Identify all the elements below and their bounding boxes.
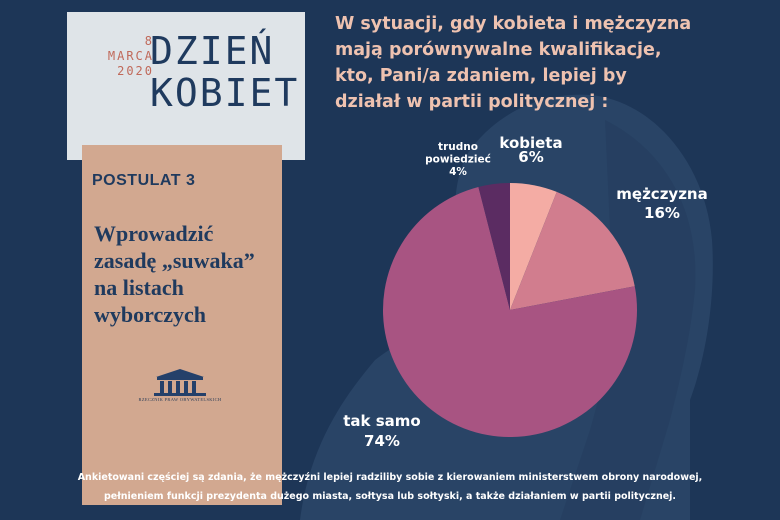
date-card: [67, 12, 305, 160]
footer-note: Ankietowani częściej są zdania, że mężcz…: [60, 468, 720, 506]
slice-label-0: kobieta 6%: [499, 134, 562, 166]
slice-value-2: 74%: [364, 432, 400, 450]
pie-slice-2: [383, 186, 637, 438]
slice-label-1: mężczyzna 16%: [616, 185, 707, 222]
footer-line1: Ankietowani częściej są zdania, że mężcz…: [77, 472, 703, 483]
postulat-label: POSTULAT 3: [92, 172, 196, 189]
postulat-card: [82, 145, 282, 505]
slice-label-2: tak samo 74%: [343, 412, 420, 450]
institution-logo-icon: [154, 369, 206, 396]
event-title-line1: DZIEŃ: [150, 29, 275, 73]
slice-value-1: 16%: [644, 204, 680, 222]
footer-line2: pełnieniem funkcji prezydenta dużego mia…: [103, 491, 677, 502]
slice-value-3: 4%: [449, 166, 467, 178]
event-title: DZIEŃ KOBIET: [150, 29, 300, 115]
event-date: 8 MARCA 2020: [78, 34, 154, 79]
date-month: MARCA: [107, 49, 154, 63]
slice-label-3: trudno powiedzieć 4%: [425, 141, 491, 178]
pie-slice-1: [510, 191, 635, 310]
event-title-line2: KOBIET: [150, 71, 300, 115]
pie-slice-0: [510, 183, 557, 310]
pie-slice-3: [478, 183, 510, 310]
survey-question: W sytuacji, gdy kobieta i mężczyzna mają…: [335, 14, 692, 112]
slice-value-0: 6%: [518, 148, 543, 166]
date-year: 2020: [117, 64, 154, 78]
date-day: 8: [144, 34, 154, 48]
postulat-text: Wprowadzić zasadę „suwaka” na listach wy…: [94, 221, 255, 327]
logo-caption: RZECZNIK PRAW OBYWATELSKICH: [138, 397, 222, 402]
